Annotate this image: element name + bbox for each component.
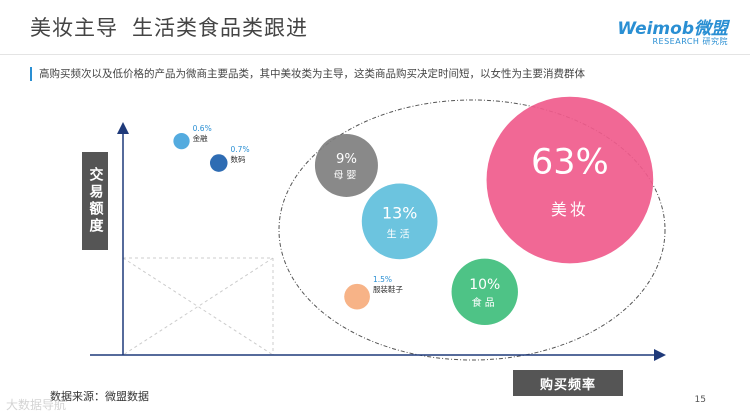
bubble-category-label-0: 金融 (193, 133, 208, 143)
bubble-category-label-2: 母婴 (333, 170, 359, 182)
bubble-group: 0.6%金融 0.7%数码 9% 母婴 13% 生活 63% 美妆 10% 食品 1.5%服装鞋子 (173, 96, 654, 326)
page-title: 美妆主导 生活类食品类跟进 (30, 12, 308, 42)
bubble-5 (451, 258, 518, 326)
bubble-share-label-3: 13% (382, 203, 417, 222)
bubble-category-label-1: 数码 (231, 154, 246, 164)
title-part-1: 美妆主导 (30, 16, 118, 40)
major-category-ellipse (278, 99, 666, 361)
y-axis-label: 交易额度 (82, 152, 108, 250)
bubble-category-label-4: 美妆 (551, 200, 589, 219)
header-divider (0, 54, 750, 55)
page-subtitle: 高购买频次以及低价格的产品为微商主要品类，其中美妆类为主导，这类商品购买决定时间… (30, 67, 585, 81)
data-source: 数据来源：微盟数据 (50, 390, 149, 403)
bubble-4 (486, 96, 654, 264)
logo-brand-text: Weimob微盟 (617, 19, 728, 39)
bubble-2 (314, 133, 378, 197)
x-axis-label: 购买频率 (513, 370, 623, 396)
bubble-6 (344, 283, 370, 310)
bubble-category-label-6: 服装鞋子 (373, 284, 403, 294)
title-part-2: 生活类食品类跟进 (132, 16, 308, 40)
bubble-share-label-0: 0.6% (193, 124, 212, 133)
bubble-share-label-2: 9% (336, 152, 357, 167)
bubble-category-label-5: 食品 (472, 296, 498, 309)
weimob-logo: Weimob微盟 RESEARCH 研究院 (616, 14, 728, 48)
logo-sub-text: RESEARCH 研究院 (652, 37, 728, 46)
page-number: 15 (694, 395, 706, 405)
bubble-share-label-4: 63% (531, 142, 609, 182)
bubble-share-label-6: 1.5% (373, 275, 392, 284)
bubble-share-label-1: 0.7% (231, 145, 250, 154)
bubble-0 (173, 133, 190, 150)
bubble-share-label-5: 10% (469, 277, 500, 293)
bubble-3 (361, 183, 438, 260)
watermark: 大数据导航 (6, 398, 67, 412)
bubble-category-label-3: 生活 (387, 227, 413, 240)
bubble-1 (209, 154, 228, 172)
